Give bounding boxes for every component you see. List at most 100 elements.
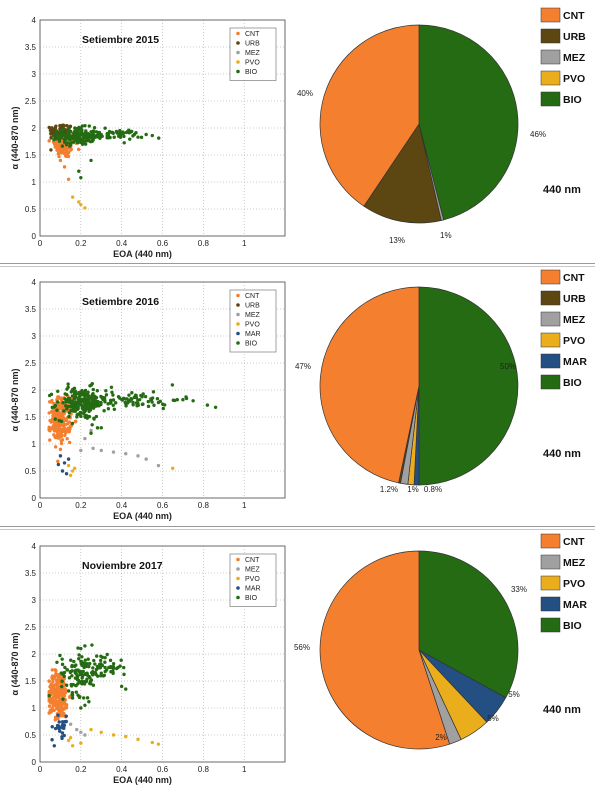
- scatter-point-bio: [55, 136, 60, 140]
- pie-legend-label: MEZ: [563, 52, 586, 64]
- wavelength-annotation: 440 nm: [543, 184, 581, 196]
- pie-legend-swatch: [540, 28, 561, 44]
- pie-legend-label: CNT: [563, 272, 585, 284]
- scatter-point-bio: [87, 136, 91, 140]
- scatter-legend-marker: [236, 586, 240, 590]
- scatter-point-bio: [77, 125, 81, 130]
- scatter-point-pvo: [83, 206, 87, 210]
- scatter-point-bio: [135, 404, 139, 408]
- pie-legend-swatch: [540, 353, 561, 369]
- scatter-point-mar: [60, 469, 65, 473]
- scatter-point-cnt: [55, 423, 59, 427]
- scatter-point-bio: [103, 655, 107, 660]
- scatter-point-cnt: [64, 705, 69, 710]
- scatter-point-mez: [111, 450, 116, 454]
- pie-label: 33%: [511, 585, 527, 594]
- scatter-point-mar: [62, 719, 67, 724]
- scatter-point-bio: [68, 144, 72, 148]
- scatter-point-bio: [131, 134, 135, 138]
- scatter-point-bio: [100, 655, 105, 660]
- scatter-point-bio: [80, 655, 84, 659]
- scatter-point-cnt: [51, 679, 55, 684]
- scatter-point-bio: [130, 391, 134, 395]
- scatter-point-bio: [124, 404, 128, 408]
- scatter-point-bio: [47, 393, 52, 398]
- scatter-legend-marker: [236, 322, 240, 326]
- y-tick-label: 2.5: [25, 359, 37, 368]
- scatter-point-bio: [99, 426, 103, 430]
- scatter-point-bio: [78, 390, 83, 395]
- scatter-point-bio: [99, 132, 103, 137]
- scatter-point-mar: [50, 725, 54, 729]
- scatter-point-bio: [94, 404, 98, 408]
- pie-legend-label: PVO: [563, 73, 585, 85]
- scatter-point-bio: [79, 414, 83, 419]
- scatter-point-bio: [111, 398, 116, 402]
- scatter-point-bio: [82, 679, 87, 684]
- scatter-point-bio: [86, 657, 90, 661]
- scatter-legend-marker: [236, 557, 240, 562]
- scatter-point-cnt: [64, 430, 68, 435]
- scatter-point-cnt: [62, 165, 67, 169]
- scatter-legend-label: MAR: [245, 586, 261, 593]
- scatter-point-bio: [124, 687, 128, 691]
- scatter-point-bio: [87, 124, 92, 128]
- y-tick-label: 2.5: [25, 623, 37, 632]
- scatter-point-bio: [63, 397, 67, 401]
- scatter-legend-label: MAR: [245, 331, 261, 338]
- scatter-point-bio: [126, 401, 130, 405]
- scatter-point-bio: [94, 130, 99, 134]
- x-tick-label: 0: [38, 239, 43, 248]
- y-tick-label: 3.5: [25, 305, 37, 314]
- scatter-point-bio: [80, 673, 84, 677]
- pie-legend-label: MAR: [563, 599, 587, 611]
- pie-legend-swatch: [540, 290, 561, 306]
- scatter-point-bio: [64, 142, 69, 147]
- pie-legend-label: MEZ: [563, 557, 586, 569]
- scatter-point-cnt: [48, 438, 52, 442]
- pie-slice-cnt: [319, 286, 420, 484]
- scatter-point-bio: [70, 135, 75, 139]
- scatter-point-bio: [155, 397, 160, 401]
- scatter-point-cnt: [53, 434, 58, 439]
- scatter-point-cnt: [57, 696, 62, 701]
- scatter-point-bio: [122, 672, 126, 677]
- scatter-point-bio: [67, 133, 72, 138]
- pie-slice-cnt: [319, 24, 420, 207]
- scatter-point-cnt: [55, 703, 59, 707]
- scatter-point-cnt: [54, 141, 59, 145]
- scatter-point-bio: [122, 134, 126, 139]
- scatter-point-mez: [83, 733, 87, 737]
- scatter-point-cnt: [48, 418, 52, 423]
- y-tick-label: 0: [32, 232, 37, 241]
- scatter-legend-marker: [236, 69, 240, 74]
- scatter-point-bio: [111, 661, 116, 666]
- scatter-point-bio: [158, 399, 162, 404]
- scatter-point-mez: [136, 454, 140, 458]
- scatter-point-bio: [81, 696, 86, 700]
- scatter-point-bio: [152, 403, 156, 407]
- scatter-point-bio: [83, 131, 88, 135]
- y-axis-label: α (440-870 nm): [10, 106, 20, 169]
- scatter-point-bio: [91, 683, 96, 687]
- scatter-point-urb: [65, 123, 69, 128]
- scatter-point-bio: [64, 134, 68, 138]
- scatter-point-bio: [70, 691, 75, 695]
- scatter-point-bio: [99, 671, 103, 675]
- scatter-point-bio: [79, 706, 83, 710]
- scatter-point-bio: [68, 129, 73, 134]
- scatter-point-bio: [75, 413, 79, 417]
- y-tick-label: 2.5: [25, 97, 37, 106]
- scatter-point-bio: [82, 398, 87, 403]
- scatter-legend-marker: [236, 293, 240, 298]
- scatter-point-bio: [125, 130, 130, 134]
- y-tick-label: 0.5: [25, 731, 37, 740]
- scatter-point-bio: [69, 682, 73, 687]
- scatter-point-mar: [56, 713, 60, 717]
- scatter-point-cnt: [63, 427, 67, 431]
- scatter-point-cnt: [76, 147, 81, 152]
- scatter-point-bio: [47, 693, 51, 698]
- pie-slice-bio: [418, 286, 519, 486]
- scatter-point-bio: [89, 671, 94, 675]
- scatter-point-bio: [99, 394, 103, 399]
